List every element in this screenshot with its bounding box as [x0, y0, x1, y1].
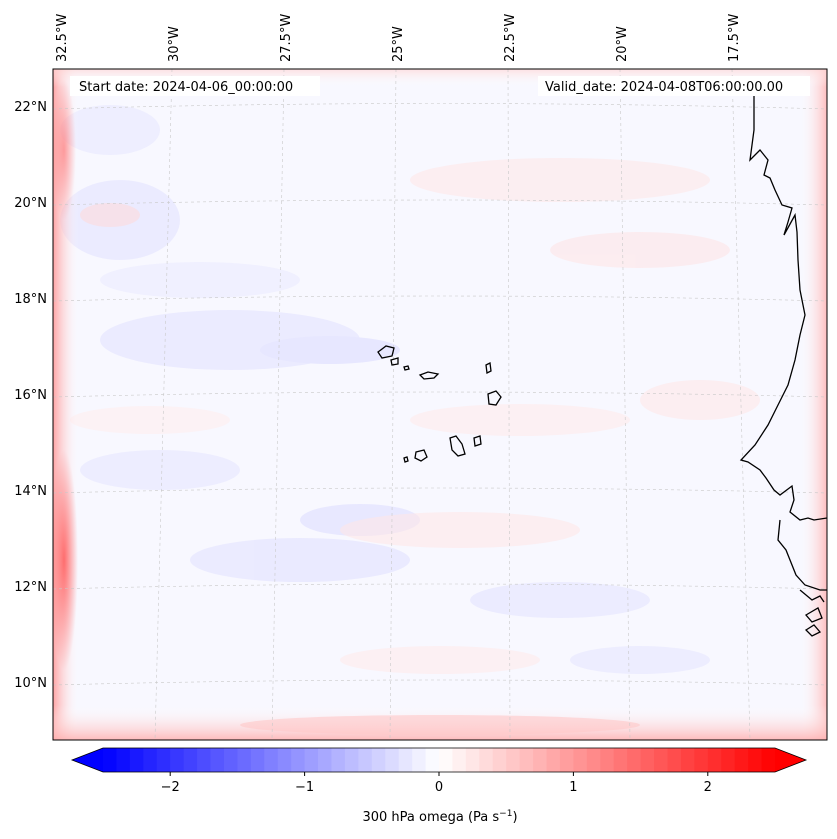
colorbar-segment: [143, 748, 158, 772]
colorbar-segment: [748, 748, 763, 772]
colorbar-segment: [465, 748, 480, 772]
latitude-label: 16°N: [14, 388, 47, 403]
colorbar-tick-label: −1: [295, 780, 314, 795]
colorbar-segment: [344, 748, 359, 772]
latitude-labels: 22°N 20°N 18°N 16°N 14°N 12°N 10°N: [14, 100, 47, 691]
colorbar-segment: [654, 748, 669, 772]
coastlines: [377, 92, 827, 637]
colorbar-segment: [183, 748, 198, 772]
colorbar-segment: [627, 748, 642, 772]
colorbar-segment: [385, 748, 400, 772]
colorbar-segment: [694, 748, 709, 772]
colorbar-title: 300 hPa omega (Pa s−1): [362, 809, 517, 825]
colorbar-segment: [761, 748, 776, 772]
colorbar-segment: [237, 748, 252, 772]
colorbar-segment: [304, 748, 319, 772]
colorbar-segment: [613, 748, 628, 772]
colorbar-segment: [559, 748, 574, 772]
colorbar-segment: [412, 748, 427, 772]
colorbar-segment: [707, 748, 722, 772]
colorbar-segment: [519, 748, 534, 772]
colorbar-segment: [129, 748, 144, 772]
colorbar-ticks: −2 −1 0 1 2: [161, 772, 712, 795]
colorbar-segment: [116, 748, 131, 772]
colorbar-segment: [156, 748, 171, 772]
colorbar-segment: [452, 748, 467, 772]
colorbar-segment: [439, 748, 454, 772]
colorbar-segment: [586, 748, 601, 772]
colorbar-segment: [291, 748, 306, 772]
omega-field: [53, 69, 827, 740]
island-fogo: [414, 449, 428, 462]
colorbar-extend-min: [72, 748, 103, 772]
island-brava: [403, 456, 409, 463]
colorbar-tick-label: 1: [569, 780, 577, 795]
colorbar-segment: [197, 748, 212, 772]
start-date-box: [70, 76, 320, 96]
longitude-label: 22.5°W: [503, 14, 518, 62]
longitude-label: 20°W: [615, 26, 630, 62]
colorbar: [70, 747, 808, 773]
colorbar-segment: [640, 748, 655, 772]
colorbar-segment: [318, 748, 333, 772]
africa-coastline: [739, 92, 827, 521]
longitude-labels: 32.5°W 30°W 27.5°W 25°W 22.5°W 20°W 17.5°W: [55, 14, 742, 62]
colorbar-segment: [170, 748, 185, 772]
colorbar-segment: [680, 748, 695, 772]
colorbar-outline: [70, 747, 808, 773]
valid-date-box: [538, 76, 810, 96]
latitude-label: 10°N: [14, 676, 47, 691]
island-boa-vista: [487, 390, 502, 406]
island-santo-antao: [377, 345, 395, 359]
latitude-label: 14°N: [14, 484, 47, 499]
colorbar-segment: [734, 748, 749, 772]
start-date-label: Start date: 2024-04-06_00:00:00: [79, 80, 293, 95]
colorbar-segment: [533, 748, 548, 772]
colorbar-segment: [223, 748, 238, 772]
island-sao-vicente: [390, 357, 399, 366]
longitude-label: 25°W: [391, 26, 406, 62]
colorbar-segment: [492, 748, 507, 772]
longitude-label: 32.5°W: [55, 14, 70, 62]
colorbar-tick-label: 0: [435, 780, 443, 795]
island-santiago: [449, 435, 466, 457]
colorbar-tick-label: 2: [704, 780, 712, 795]
graticule: [53, 69, 827, 740]
valid-date-label: Valid_date: 2024-04-08T06:00:00.00: [545, 80, 783, 95]
colorbar-segment: [250, 748, 265, 772]
colorbar-segment: [371, 748, 386, 772]
colorbar-segment: [425, 748, 440, 772]
latitude-label: 18°N: [14, 292, 47, 307]
island-santa-luzia: [403, 365, 410, 371]
colorbar-extend-max: [775, 748, 806, 772]
colorbar-segment: [210, 748, 225, 772]
colorbar-segment: [506, 748, 521, 772]
colorbar-segment: [600, 748, 615, 772]
colorbar-segment: [479, 748, 494, 772]
colorbar-segment: [358, 748, 373, 772]
colorbar-tick-label: −2: [161, 780, 180, 795]
map-border: [52, 68, 828, 741]
island-sao-nicolau: [418, 371, 440, 380]
longitude-label: 27.5°W: [279, 14, 294, 62]
longitude-label: 17.5°W: [727, 14, 742, 62]
colorbar-segment: [546, 748, 561, 772]
colorbar-segment: [721, 748, 736, 772]
colorbar-segment: [277, 748, 292, 772]
colorbar-segment: [398, 748, 413, 772]
latitude-label: 22°N: [14, 100, 47, 115]
colorbar-segment: [103, 748, 118, 772]
colorbar-segment: [667, 748, 682, 772]
island-maio: [473, 435, 482, 447]
colorbar-segment: [264, 748, 279, 772]
latitude-label: 20°N: [14, 196, 47, 211]
island-sal: [485, 362, 492, 374]
latitude-label: 12°N: [14, 580, 47, 595]
colorbar-segment: [573, 748, 588, 772]
colorbar-segment: [331, 748, 346, 772]
longitude-label: 30°W: [167, 26, 182, 62]
